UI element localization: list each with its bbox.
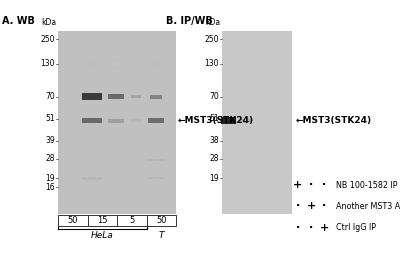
Text: 50: 50 [156,216,166,225]
Bar [146,215,176,226]
Text: 28: 28 [209,154,219,163]
Text: ·: · [309,180,313,190]
Text: ·: · [309,223,313,233]
Text: 28: 28 [45,154,55,163]
Text: ·: · [322,180,326,190]
Bar [58,215,88,226]
Bar [148,177,164,179]
Bar [82,63,102,65]
Bar [82,118,102,123]
Bar [117,215,146,226]
Bar [88,215,117,226]
Text: 51: 51 [209,114,219,123]
Text: Ctrl IgG IP: Ctrl IgG IP [336,223,376,232]
Text: 38: 38 [209,136,219,145]
Text: 5: 5 [129,216,134,225]
Text: ·: · [296,202,300,211]
Text: 50: 50 [68,216,78,225]
Text: ←MST3(STK24): ←MST3(STK24) [295,116,371,125]
Text: A. WB: A. WB [2,16,35,26]
Text: 130: 130 [40,60,55,68]
Bar [148,118,164,123]
Bar [148,159,164,161]
Bar [148,63,164,65]
Bar [222,31,292,214]
Bar [108,63,124,65]
Text: 15: 15 [97,216,108,225]
Text: 19: 19 [45,174,55,183]
Text: 250: 250 [204,35,219,44]
Text: +: + [320,223,329,233]
Text: T: T [158,231,164,240]
Text: 70: 70 [45,92,55,101]
Text: 39: 39 [45,136,55,145]
Text: 70: 70 [209,92,219,101]
Bar [221,117,236,124]
Text: ·: · [322,202,326,211]
Text: +: + [306,202,316,211]
Text: HeLa: HeLa [91,231,114,240]
Text: 16: 16 [45,183,55,192]
Bar [82,177,102,179]
Text: ←MST3(STK24): ←MST3(STK24) [178,116,254,125]
Text: 130: 130 [204,60,219,68]
Text: B. IP/WB: B. IP/WB [166,16,213,26]
Bar [239,119,251,123]
Bar [82,93,102,100]
Bar [131,119,141,122]
Bar [150,95,162,99]
Bar [108,94,124,99]
Text: +: + [293,180,303,190]
Text: 19: 19 [209,174,219,183]
Text: ·: · [296,223,300,233]
Text: Another MST3 Ab: Another MST3 Ab [336,202,400,211]
Bar [58,31,176,214]
Bar [131,95,141,98]
Text: kDa: kDa [205,18,220,27]
Bar [108,119,124,123]
Text: NB 100-1582 IP: NB 100-1582 IP [336,181,398,190]
Text: kDa: kDa [41,18,56,27]
Text: 250: 250 [40,35,55,44]
Text: 51: 51 [45,114,55,123]
